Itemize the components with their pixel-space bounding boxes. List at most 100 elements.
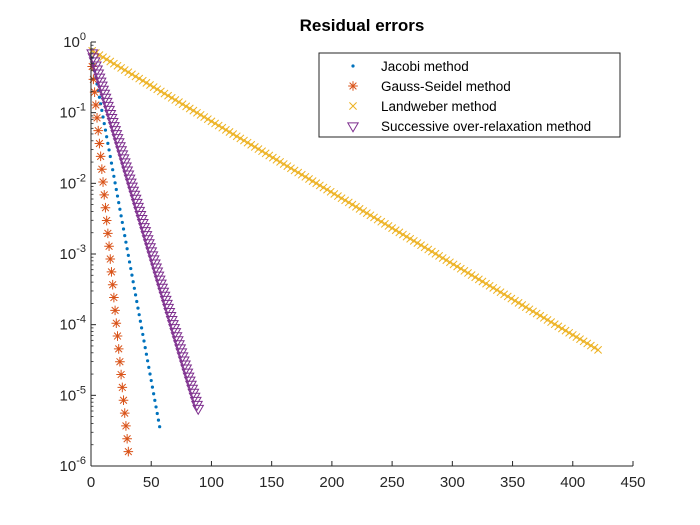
data-point bbox=[117, 63, 126, 72]
data-point bbox=[482, 279, 491, 288]
data-point bbox=[417, 241, 425, 250]
data-point bbox=[118, 207, 122, 211]
data-point bbox=[88, 46, 97, 55]
data-point bbox=[158, 425, 162, 429]
data-point bbox=[373, 215, 382, 224]
data-point bbox=[460, 266, 469, 275]
data-point bbox=[218, 123, 227, 132]
data-point bbox=[276, 157, 285, 166]
data-point bbox=[333, 192, 342, 201]
data-point bbox=[431, 249, 440, 258]
legend-label: Successive over-relaxation method bbox=[381, 119, 591, 134]
x-tick-label: 450 bbox=[620, 474, 645, 491]
data-point bbox=[124, 240, 128, 244]
data-point bbox=[532, 309, 541, 318]
data-point bbox=[435, 251, 444, 260]
data-point bbox=[139, 326, 144, 330]
data-point bbox=[500, 290, 509, 299]
data-point bbox=[123, 233, 127, 238]
data-point bbox=[424, 245, 433, 254]
y-tick-label: 10-1 bbox=[60, 102, 86, 122]
data-point bbox=[106, 267, 117, 277]
data-point bbox=[221, 125, 230, 134]
data-point bbox=[341, 196, 350, 205]
data-point bbox=[121, 421, 131, 431]
data-point bbox=[467, 271, 476, 280]
y-tick-label: 10-2 bbox=[60, 172, 86, 192]
data-point bbox=[112, 174, 116, 178]
data-point bbox=[579, 337, 588, 346]
data-point bbox=[232, 132, 241, 141]
data-point bbox=[409, 236, 418, 245]
data-point bbox=[391, 226, 400, 235]
data-point bbox=[178, 100, 187, 109]
data-point bbox=[247, 140, 256, 149]
data-point bbox=[402, 232, 411, 241]
data-point bbox=[150, 385, 155, 389]
data-point bbox=[127, 70, 136, 79]
data-point bbox=[153, 398, 157, 402]
y-tick-label: 10-6 bbox=[60, 455, 86, 475]
data-point bbox=[380, 219, 389, 228]
data-point bbox=[152, 392, 156, 396]
data-point bbox=[142, 78, 151, 87]
data-point bbox=[229, 130, 238, 139]
data-point bbox=[420, 243, 429, 252]
data-point bbox=[586, 341, 595, 350]
data-point bbox=[521, 303, 530, 312]
data-point bbox=[109, 59, 118, 68]
data-point bbox=[119, 408, 130, 418]
data-point bbox=[92, 113, 102, 123]
data-point bbox=[243, 138, 252, 147]
data-point bbox=[485, 281, 494, 290]
data-point bbox=[305, 175, 313, 183]
data-point bbox=[207, 117, 216, 126]
data-point bbox=[155, 411, 159, 416]
legend-marker bbox=[349, 102, 357, 110]
data-point bbox=[93, 125, 104, 136]
data-point bbox=[122, 433, 132, 444]
data-point bbox=[308, 177, 317, 186]
data-point bbox=[164, 91, 173, 100]
legend-label: Landweber method bbox=[381, 99, 497, 114]
series-successive-over-relaxation-method bbox=[86, 49, 205, 416]
data-point bbox=[153, 85, 162, 94]
data-point bbox=[554, 322, 563, 331]
data-point bbox=[112, 331, 123, 341]
y-tick-label: 10-3 bbox=[60, 243, 86, 263]
data-point bbox=[406, 234, 415, 243]
data-point bbox=[106, 141, 110, 145]
data-point bbox=[543, 316, 552, 324]
data-point bbox=[200, 113, 209, 121]
data-point bbox=[319, 183, 328, 192]
data-point bbox=[111, 168, 115, 172]
legend-marker bbox=[351, 64, 355, 68]
data-point bbox=[99, 190, 110, 200]
data-point bbox=[539, 313, 548, 322]
data-point bbox=[330, 189, 339, 198]
data-point bbox=[101, 215, 112, 226]
data-point bbox=[100, 202, 111, 213]
data-point bbox=[100, 108, 104, 112]
x-tick-label: 50 bbox=[143, 474, 160, 491]
x-tick-label: 350 bbox=[500, 474, 525, 491]
data-point bbox=[98, 177, 108, 187]
data-point bbox=[355, 204, 364, 213]
data-point bbox=[456, 264, 465, 273]
data-point bbox=[514, 298, 523, 307]
data-point bbox=[97, 95, 102, 99]
data-point bbox=[105, 254, 116, 264]
data-point bbox=[565, 328, 574, 337]
data-point bbox=[120, 66, 129, 75]
data-point bbox=[395, 228, 404, 237]
data-point bbox=[137, 313, 141, 317]
series-landweber-method bbox=[88, 46, 603, 354]
data-point bbox=[301, 172, 310, 181]
data-point bbox=[148, 372, 152, 376]
legend-marker bbox=[348, 81, 358, 91]
data-point bbox=[136, 306, 140, 310]
data-point bbox=[149, 378, 153, 383]
data-point bbox=[99, 53, 107, 62]
data-point bbox=[132, 286, 136, 290]
data-point bbox=[192, 404, 205, 416]
